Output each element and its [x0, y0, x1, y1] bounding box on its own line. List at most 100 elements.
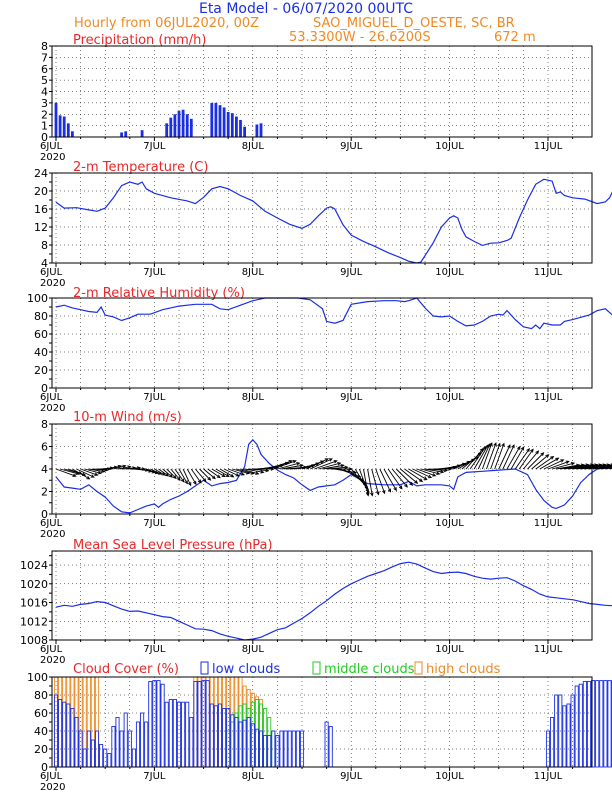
cloud-ytick-label: 40 — [34, 725, 48, 738]
wind-vector — [527, 452, 544, 470]
temp-ytick-label: 8 — [41, 239, 48, 252]
wind-vector — [269, 460, 292, 470]
precip-bar — [259, 123, 263, 137]
cloud-year-label: 2020 — [40, 782, 65, 792]
wind-panel: 10-m Wind (m/s) 0 2 4 6 8 6JUL 7JUL 8JUL 9JUL 10J… — [40, 410, 612, 540]
wind-vector-head — [370, 492, 374, 497]
precip-bar — [62, 116, 66, 137]
cloud-xtick-label: 9JUL — [340, 771, 363, 782]
rh-xtick-label: 9JUL — [340, 392, 363, 403]
wind-vector — [211, 468, 226, 477]
wind-vector — [560, 464, 585, 470]
wind-vector-head — [324, 458, 329, 462]
rh-ytick-label: 80 — [34, 310, 48, 323]
precip-ytick-label: 7 — [41, 51, 48, 64]
wind-vector — [182, 468, 192, 486]
wind-vector-head — [344, 465, 349, 470]
chart-subtitle-run: Hourly from 06JUL2020, 00Z — [74, 16, 259, 31]
wind-vector-head — [225, 473, 230, 478]
precip-bar — [255, 124, 259, 137]
precip-bar — [230, 113, 234, 137]
wind-vector — [310, 458, 333, 470]
wind-vector — [580, 464, 606, 470]
humidity-panel-title: 2-m Relative Humidity (%) — [73, 286, 245, 301]
temperature-panel: 2-m Temperature (C) 4 8 12 16 20 24 6JUL 7JUL 8J… — [34, 160, 612, 289]
wind-vector — [199, 468, 211, 481]
temp-ytick-label: 16 — [34, 203, 48, 216]
wind-vector — [465, 448, 484, 470]
wind-vector-head — [560, 459, 565, 463]
wind-vector — [593, 465, 612, 470]
wind-vector — [424, 468, 444, 473]
wind-vector — [486, 442, 497, 470]
wind-vector-head — [180, 478, 185, 483]
wind-vector — [551, 462, 575, 470]
legend-middle-clouds-swatch — [312, 661, 321, 675]
wind-vector-head — [540, 452, 545, 457]
wind-xtick-label: 10JUL — [435, 518, 464, 529]
wind-vector — [363, 468, 369, 496]
wind-vector — [502, 444, 515, 470]
wind-vector — [535, 456, 554, 470]
precip-ytick-label: 6 — [41, 63, 48, 76]
temp-year-label: 2020 — [40, 278, 65, 289]
wind-vector — [473, 444, 489, 470]
wind-vector — [273, 460, 297, 470]
wind-vector-head — [550, 456, 555, 460]
wind-vector — [158, 468, 169, 477]
precip-bar — [165, 123, 169, 137]
wind-vector-head — [292, 460, 297, 464]
wind-vector-head — [376, 491, 380, 496]
mslp-xtick-label: 11JUL — [534, 644, 563, 655]
temp-ytick-label: 24 — [34, 167, 48, 180]
precip-bar — [189, 118, 193, 137]
wind-vector-head — [398, 485, 403, 490]
wind-vector — [223, 468, 239, 477]
cloud-ytick-label: 20 — [34, 743, 48, 756]
precip-xtick-label: 10JUL — [435, 141, 464, 152]
wind-vector — [215, 468, 230, 477]
cloud-ytick-label: 80 — [34, 689, 48, 702]
cloud-xtick-label: 11JUL — [534, 771, 563, 782]
precip-xtick-label: 11JUL — [534, 141, 563, 152]
wind-vector-head — [100, 469, 106, 474]
precip-bar — [173, 114, 177, 137]
legend-low-clouds: low clouds — [212, 662, 281, 677]
wind-vector — [391, 468, 408, 488]
wind-vector-head — [414, 480, 419, 484]
humidity-panel: 2-m Relative Humidity (%) 0 20 40 60 80 100 6J… — [27, 286, 612, 414]
wind-vector-head — [487, 443, 491, 448]
wind-vector — [518, 449, 534, 470]
wind-vector — [68, 468, 86, 476]
wind-vector — [395, 468, 413, 486]
wind-vector-head — [90, 474, 95, 478]
rh-ytick-label: 0 — [41, 382, 48, 395]
precip-bar — [235, 116, 238, 137]
precip-bar — [71, 131, 74, 137]
temp-xtick-label: 11JUL — [534, 267, 563, 278]
wind-vector-head — [443, 468, 449, 473]
wind-vector-head — [418, 478, 424, 482]
wind-vector — [461, 452, 482, 470]
wind-vector — [170, 468, 181, 481]
wind-vector — [322, 464, 344, 470]
wind-vector — [469, 446, 486, 470]
wind-vector — [281, 464, 303, 470]
precip-bar — [140, 130, 144, 137]
wind-vector — [277, 462, 300, 470]
chart-main-title: Eta Model - 06/07/2020 00UTC — [199, 1, 413, 17]
wind-panel-title: 10-m Wind (m/s) — [73, 410, 182, 425]
mslp-xtick-label: 6JUL — [40, 644, 63, 655]
chart-subtitle-station: SAO_MIGUEL_D_OESTE, SC, BR — [313, 16, 515, 31]
wind-vector-head — [565, 460, 570, 465]
temp-line — [55, 178, 612, 264]
precip-bar — [120, 132, 123, 137]
wind-vector-head — [497, 442, 501, 447]
wind-vector-head — [260, 470, 265, 474]
precip-xtick-label: 7JUL — [143, 141, 166, 152]
wind-xtick-label: 6JUL — [40, 518, 63, 529]
wind-vector — [371, 468, 379, 495]
